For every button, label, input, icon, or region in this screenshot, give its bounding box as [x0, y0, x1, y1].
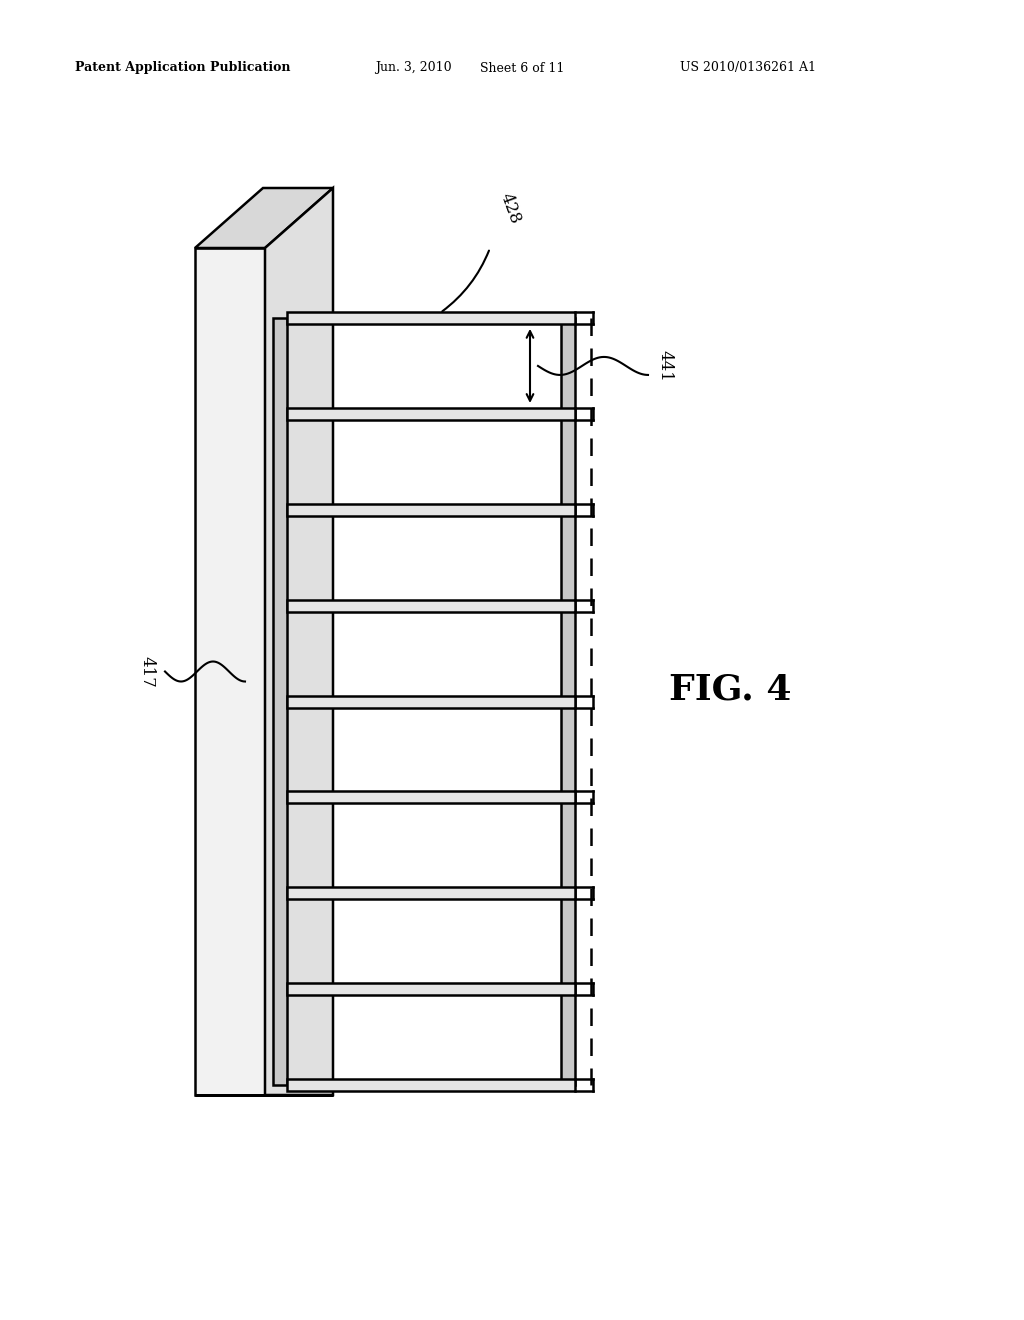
- Text: 428: 428: [497, 190, 523, 226]
- Polygon shape: [287, 792, 575, 804]
- Text: US 2010/0136261 A1: US 2010/0136261 A1: [680, 62, 816, 74]
- Text: 441: 441: [656, 350, 673, 381]
- Text: Sheet 6 of 11: Sheet 6 of 11: [480, 62, 564, 74]
- Polygon shape: [287, 983, 575, 995]
- Polygon shape: [287, 696, 575, 708]
- Text: Jun. 3, 2010: Jun. 3, 2010: [375, 62, 452, 74]
- Polygon shape: [273, 318, 287, 1085]
- Text: Patent Application Publication: Patent Application Publication: [75, 62, 291, 74]
- Text: FIG. 4: FIG. 4: [669, 673, 792, 708]
- Polygon shape: [195, 187, 333, 248]
- Polygon shape: [287, 408, 575, 420]
- Polygon shape: [287, 599, 575, 611]
- Polygon shape: [287, 887, 575, 899]
- Polygon shape: [265, 187, 333, 1096]
- Text: 417: 417: [138, 656, 155, 688]
- Polygon shape: [287, 312, 575, 323]
- Polygon shape: [287, 504, 575, 516]
- Polygon shape: [561, 318, 575, 1085]
- Polygon shape: [287, 1078, 575, 1092]
- Polygon shape: [195, 248, 265, 1096]
